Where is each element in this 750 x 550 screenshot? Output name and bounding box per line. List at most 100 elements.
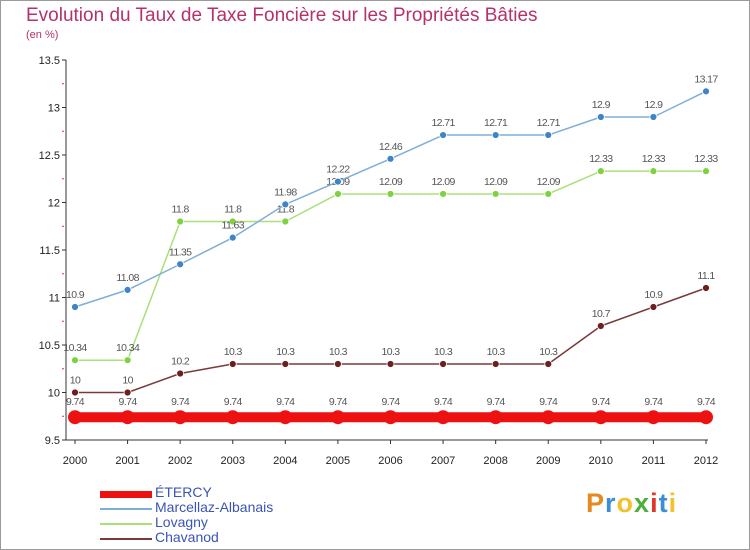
logo-letter: t (658, 488, 669, 518)
data-label: 9.74 (329, 396, 348, 408)
x-tick-label: 2010 (589, 455, 613, 467)
y-tick-label: 11.5 (39, 245, 60, 257)
data-label: 9.74 (644, 396, 663, 408)
data-label: 10 (70, 375, 81, 387)
x-tick-label: 2007 (431, 455, 455, 467)
data-point (699, 410, 713, 425)
data-point (281, 200, 290, 209)
data-point (176, 217, 185, 226)
y-tick-label: 10 (48, 388, 60, 400)
data-label: 10.3 (224, 346, 243, 358)
line-chart: 9.5 10 10.5 11 11.5 12 12.5 13 13.5 2000 2001 2002 2… (39, 55, 719, 467)
data-point (71, 388, 79, 397)
data-label: 10.3 (539, 346, 558, 358)
data-label: 10.3 (329, 346, 348, 358)
logo-letter: o (616, 488, 635, 518)
data-point (593, 410, 608, 425)
x-tick-label: 2009 (536, 455, 560, 467)
data-label: 13.17 (694, 73, 718, 85)
logo-letter: i (668, 488, 678, 518)
data-point (439, 360, 447, 368)
data-point (228, 233, 237, 242)
data-label: 11.35 (169, 246, 192, 258)
data-point (228, 360, 237, 368)
data-point (281, 217, 290, 226)
data-point (281, 360, 290, 368)
data-label: 12.33 (589, 153, 613, 165)
data-point (176, 260, 185, 269)
legend-swatch (100, 491, 152, 498)
data-label: 9.74 (224, 396, 243, 408)
data-point (541, 410, 556, 425)
data-point (330, 410, 345, 425)
x-tick-label: 2008 (483, 455, 507, 467)
data-label: 10.7 (592, 308, 611, 320)
data-label: 12.71 (537, 117, 561, 129)
data-point (436, 410, 451, 425)
x-tick-label: 2011 (642, 455, 666, 467)
y-tick-label: 10.5 (39, 340, 60, 352)
legend-swatch (100, 523, 152, 525)
data-point (439, 190, 447, 198)
data-point (386, 360, 395, 368)
data-point (649, 167, 658, 176)
data-point (702, 87, 710, 96)
data-point (123, 285, 132, 294)
data-point (173, 410, 188, 425)
data-point (386, 154, 395, 163)
data-label: 10.34 (63, 342, 87, 354)
data-point (702, 284, 710, 292)
data-point (488, 410, 503, 425)
data-label: 9.74 (66, 396, 85, 408)
legend-label: ÉTERCY (155, 484, 212, 500)
data-label: 10 (122, 375, 133, 387)
data-point (491, 131, 500, 139)
data-label: 9.74 (381, 396, 400, 408)
data-point (439, 131, 447, 139)
legend-label: Lovagny (155, 514, 208, 530)
data-point (278, 410, 293, 425)
legend-label: Marcellaz-Albanais (155, 499, 274, 515)
legend-swatch (100, 508, 152, 510)
series-line-1 (74, 90, 707, 308)
data-point (646, 410, 661, 425)
data-point (176, 369, 185, 378)
data-label: 9.74 (539, 396, 558, 408)
series-line-2 (75, 170, 706, 361)
data-label: 11.63 (222, 220, 245, 232)
data-label: 11.98 (274, 186, 297, 198)
data-label: 11.8 (224, 204, 242, 216)
y-tick-label: 13 (48, 103, 60, 115)
data-point (544, 190, 553, 198)
x-tick-label: 2004 (273, 455, 297, 467)
data-point (120, 410, 135, 425)
data-label: 12.22 (326, 164, 350, 176)
data-label: 12.9 (644, 99, 663, 111)
data-label: 12.71 (484, 117, 508, 129)
data-label: 10.3 (381, 346, 400, 358)
data-label: 10.3 (276, 346, 295, 358)
data-point (383, 410, 398, 425)
data-point (123, 388, 132, 397)
data-label: 10.3 (434, 346, 453, 358)
data-label: 11.08 (116, 272, 139, 284)
data-label: 12.09 (484, 176, 508, 188)
data-label: 10.2 (171, 356, 190, 368)
data-label: 9.74 (434, 396, 453, 408)
data-label: 10.34 (116, 342, 140, 354)
logo-letter: i (650, 488, 659, 518)
data-label: 12.33 (642, 153, 666, 165)
legend-label: Chavanod (155, 529, 219, 545)
data-label: 12.46 (379, 141, 403, 153)
data-point (596, 113, 605, 121)
data-label: 12.09 (537, 176, 561, 188)
data-point (228, 217, 237, 226)
x-tick-label: 2002 (168, 455, 192, 467)
y-tick-label: 12.5 (39, 150, 60, 162)
data-label: 10.3 (487, 346, 506, 358)
data-point (68, 410, 82, 425)
data-point (334, 190, 342, 198)
data-point (702, 167, 710, 176)
series-line-3 (75, 287, 707, 394)
